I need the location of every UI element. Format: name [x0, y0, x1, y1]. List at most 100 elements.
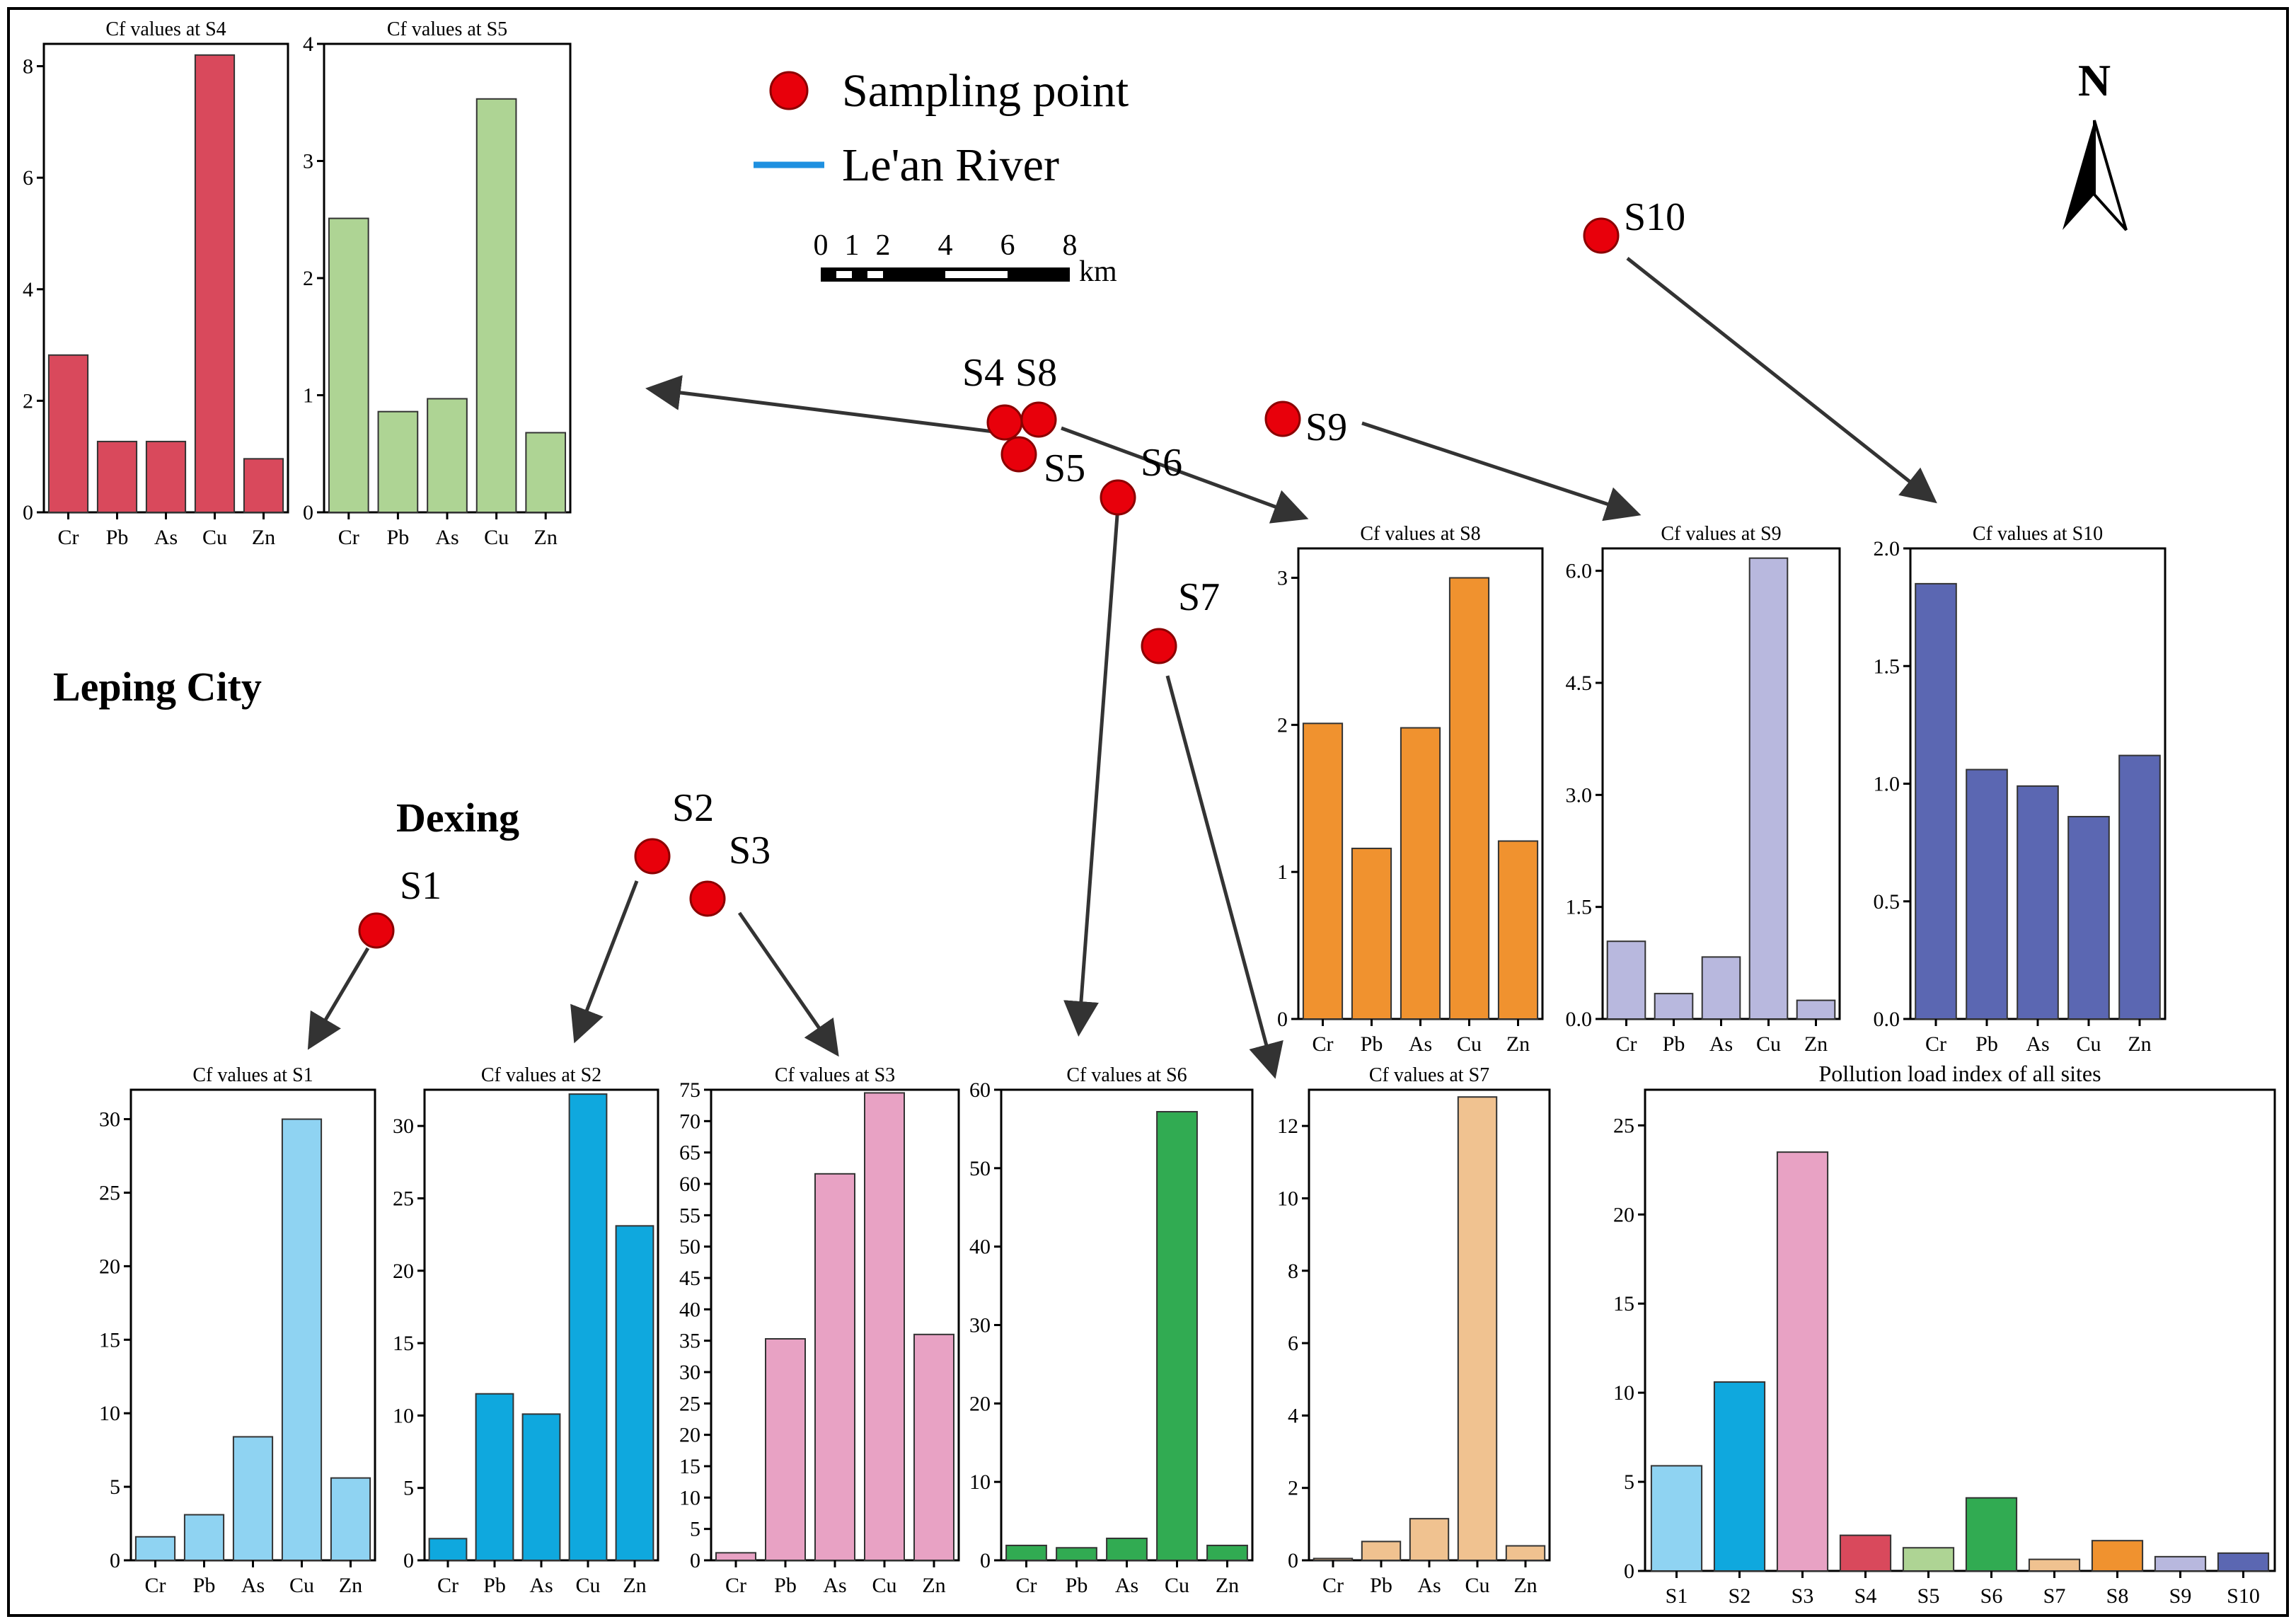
- bar: [427, 398, 468, 514]
- y-tick-label: 12: [1277, 1115, 1298, 1138]
- bar: [232, 1436, 274, 1561]
- x-tick-label: Pb: [1663, 1032, 1685, 1056]
- bar: [521, 1413, 561, 1562]
- y-tick-label: 2: [23, 389, 33, 413]
- chart-s8: Cf values at S8 0 1 2 3 Cr Pb As Cu Zn: [1277, 523, 1544, 1056]
- y-tick-label: 4.5: [1566, 672, 1593, 695]
- x-tick-label: S5: [1917, 1584, 1940, 1608]
- north-arrow: N: [2063, 55, 2128, 231]
- bar: [1650, 1465, 1703, 1572]
- y-tick-label: 5: [690, 1518, 700, 1541]
- sampling-site-label: S2: [672, 786, 714, 830]
- bar: [525, 432, 567, 514]
- y-tick-label: 30: [969, 1314, 991, 1337]
- bar: [1409, 1518, 1450, 1562]
- y-tick-label: 25: [679, 1392, 700, 1415]
- site-to-chart-arrow: [1626, 257, 1937, 504]
- bar: [2028, 1558, 2081, 1572]
- y-tick-label: 0: [1277, 1008, 1288, 1031]
- site-to-chart-arrow: [570, 880, 639, 1044]
- bar: [1005, 1544, 1047, 1561]
- chart-s1: Cf values at S1 0 5 10 15 20 25 30 Cr Pb As Cu Zn: [99, 1064, 376, 1597]
- y-tick-label: 55: [679, 1204, 700, 1227]
- x-tick-label: S9: [2169, 1584, 2192, 1608]
- bar: [765, 1338, 806, 1562]
- chart-title: Cf values at S2: [481, 1064, 601, 1086]
- y-tick-label: 3: [1277, 567, 1288, 590]
- y-tick-label: 6: [1288, 1332, 1298, 1355]
- y-tick-label: 20: [99, 1255, 120, 1278]
- bar: [1056, 1547, 1097, 1561]
- bar: [1361, 1541, 1402, 1561]
- chart-s7: Cf values at S7 0 2 4 6 8 10 12 Cr Pb As Cu Zn: [1277, 1064, 1551, 1597]
- scale-unit-label: km: [1079, 255, 1117, 288]
- chart-title: Pollution load index of all sites: [1818, 1061, 2101, 1086]
- y-tick-label: 4: [1288, 1404, 1298, 1427]
- x-tick-label: Cr: [437, 1574, 458, 1597]
- y-tick-label: 45: [679, 1267, 700, 1290]
- sampling-site-marker: [634, 838, 671, 875]
- legend-sampling-point-marker: [769, 71, 809, 110]
- sampling-site-marker: [1141, 628, 1177, 664]
- bar: [1902, 1547, 1955, 1572]
- bar: [2217, 1552, 2270, 1572]
- bar: [2091, 1540, 2144, 1572]
- x-tick-label: S10: [2227, 1584, 2260, 1608]
- y-tick-label: 35: [679, 1330, 700, 1353]
- bar: [377, 410, 419, 513]
- site-to-chart-arrow: [1063, 505, 1120, 1037]
- x-tick-label: As: [529, 1574, 553, 1597]
- north-label: N: [2078, 55, 2111, 105]
- scale-tick-label: 0: [814, 229, 829, 262]
- y-tick-label: 60: [679, 1173, 700, 1196]
- county-label: Dexing: [396, 795, 519, 841]
- y-tick-label: 0: [303, 501, 313, 524]
- x-tick-label: As: [1709, 1032, 1733, 1056]
- sampling-site-label: S7: [1178, 575, 1220, 619]
- x-tick-label: Cr: [1313, 1032, 1334, 1056]
- sampling-site-label: S5: [1044, 447, 1085, 490]
- y-tick-label: 15: [679, 1455, 700, 1478]
- y-tick-label: 20: [969, 1392, 991, 1415]
- boundary-line: [2264, 269, 2285, 333]
- x-tick-label: S3: [1792, 1584, 1814, 1608]
- y-tick-label: 0: [403, 1549, 414, 1572]
- bar: [1713, 1381, 1766, 1572]
- x-tick-label: Cr: [1616, 1032, 1637, 1056]
- site-chart-arrows: [307, 257, 1937, 1079]
- x-tick-label: Pb: [1361, 1032, 1383, 1056]
- y-tick-label: 4: [23, 278, 33, 301]
- legend-sampling-point-label: Sampling point: [842, 65, 1129, 117]
- y-tick-label: 0.0: [1874, 1008, 1900, 1031]
- sampling-site-label: S3: [729, 829, 771, 873]
- legend-river-label: Le'an River: [842, 139, 1059, 191]
- x-tick-label: Pb: [106, 526, 129, 549]
- boundary-line: [14, 1274, 85, 1295]
- x-tick-label: As: [435, 526, 458, 549]
- x-tick-label: Pb: [774, 1574, 797, 1597]
- x-tick-label: Cr: [1322, 1574, 1344, 1597]
- x-tick-label: Cu: [202, 526, 227, 549]
- y-tick-label: 8: [23, 55, 33, 79]
- bar: [2017, 785, 2059, 1020]
- bar: [145, 440, 187, 514]
- bar: [194, 54, 236, 513]
- y-tick-label: 0: [1288, 1549, 1298, 1572]
- x-tick-label: As: [2026, 1032, 2049, 1056]
- x-tick-label: Cu: [575, 1574, 600, 1597]
- site-to-chart-arrow: [737, 911, 839, 1057]
- y-tick-label: 50: [679, 1236, 700, 1259]
- x-tick-label: As: [1417, 1574, 1441, 1597]
- chart-frame: [1308, 1088, 1551, 1562]
- y-tick-label: 40: [969, 1236, 991, 1259]
- x-tick-label: Pb: [387, 526, 410, 549]
- y-tick-label: 10: [99, 1402, 120, 1425]
- x-tick-label: Pb: [1066, 1574, 1088, 1597]
- y-tick-label: 50: [969, 1157, 991, 1180]
- scale-bar-segment: [945, 271, 1008, 278]
- y-tick-label: 0: [980, 1549, 991, 1572]
- y-tick-label: 30: [99, 1108, 120, 1131]
- bar: [1701, 956, 1741, 1020]
- y-tick-label: 0: [23, 501, 33, 524]
- sampling-site-marker: [1583, 217, 1620, 254]
